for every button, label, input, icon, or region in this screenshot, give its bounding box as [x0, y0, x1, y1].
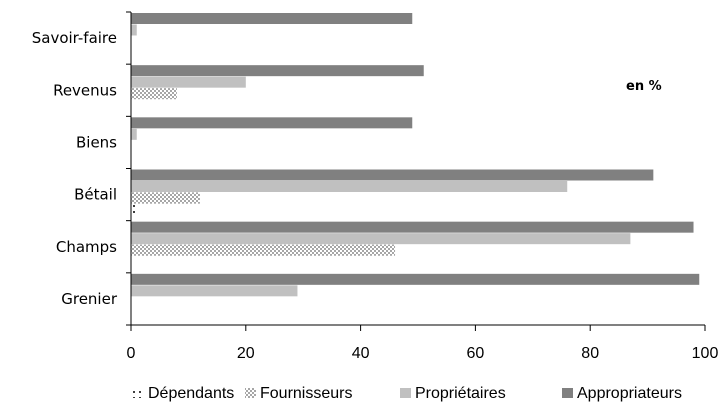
bar-proprietaires-savoir-faire — [131, 24, 137, 36]
legend: Dépendants Fournisseurs Propriétaires Appro… — [133, 385, 682, 402]
x-tick-label: 0 — [127, 345, 136, 362]
bar-proprietaires-grenier — [131, 285, 298, 297]
bar-proprietaires-betail — [131, 181, 568, 192]
bar-appropriateurs-savoir-faire — [131, 13, 413, 24]
bar-appropriateurs-betail — [131, 169, 654, 181]
plot-area — [131, 13, 700, 297]
x-tick-label: 100 — [692, 345, 719, 362]
x-tick-label: 80 — [581, 345, 599, 362]
legend-label-appropriateurs: Appropriateurs — [577, 385, 682, 402]
legend-label-proprietaires: Propriétaires — [415, 385, 506, 402]
bar-proprietaires-biens — [131, 128, 137, 140]
legend-swatch-proprietaires — [400, 388, 411, 398]
legend-swatch-appropriateurs — [562, 388, 573, 398]
axes: Savoir-faire Revenus Biens Bétail Champs Gren… — [32, 11, 719, 362]
legend-label-dependants: Dépendants — [148, 385, 234, 402]
bar-appropriateurs-biens — [131, 117, 413, 129]
bar-appropriateurs-grenier — [131, 273, 700, 285]
category-label: Champs — [56, 238, 117, 256]
bar-appropriateurs-revenus — [131, 65, 424, 77]
bar-proprietaires-revenus — [131, 76, 246, 88]
category-label: Savoir-faire — [32, 29, 117, 47]
bar-proprietaires-champs — [131, 233, 631, 245]
x-tick-label: 60 — [467, 345, 485, 362]
x-tick-label: 40 — [352, 345, 370, 362]
legend-swatch-fournisseurs — [245, 388, 256, 398]
bar-fournisseurs-champs — [131, 244, 396, 256]
legend-label-fournisseurs: Fournisseurs — [260, 385, 352, 402]
bar-fournisseurs-revenus — [131, 88, 177, 100]
category-label: Revenus — [53, 81, 117, 99]
category-label: Bétail — [74, 186, 117, 204]
bar-appropriateurs-champs — [131, 221, 694, 233]
unit-annotation: en % — [626, 79, 662, 94]
category-label: Biens — [76, 133, 117, 151]
x-tick-label: 20 — [237, 345, 255, 362]
category-label: Grenier — [61, 290, 118, 308]
bar-dependants-betail — [131, 204, 137, 215]
bar-fournisseurs-betail — [131, 192, 200, 204]
legend-swatch-dependants — [133, 388, 144, 398]
